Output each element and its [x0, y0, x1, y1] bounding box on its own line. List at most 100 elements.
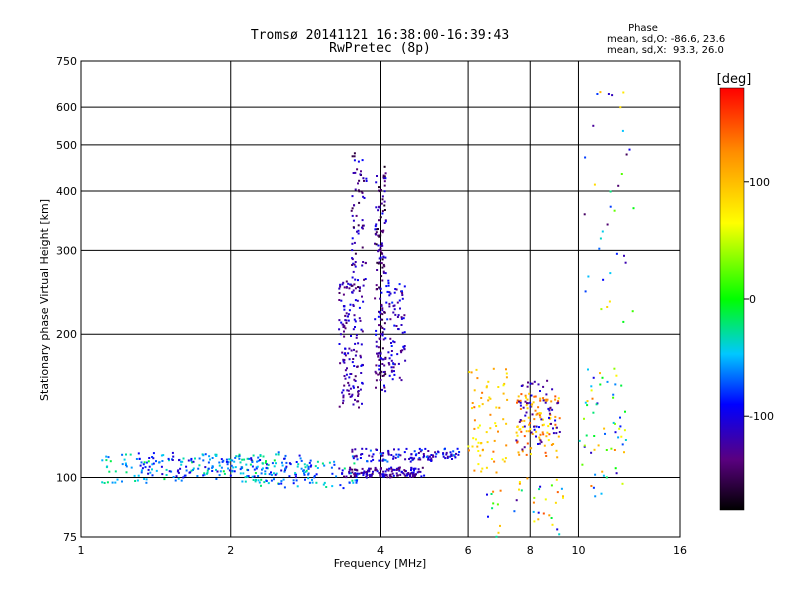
data-point — [382, 470, 385, 473]
data-point — [351, 479, 354, 482]
data-point — [380, 252, 383, 254]
data-point — [410, 471, 413, 474]
data-point — [617, 436, 620, 439]
data-point — [383, 386, 386, 389]
data-point — [548, 433, 551, 436]
data-point — [347, 352, 350, 355]
data-point — [549, 413, 552, 416]
data-point — [165, 468, 168, 471]
data-point — [413, 450, 416, 453]
data-point — [386, 290, 389, 293]
data-point — [309, 465, 312, 468]
data-point — [379, 297, 382, 300]
data-point — [584, 156, 587, 159]
data-point — [357, 386, 359, 389]
data-point — [352, 303, 355, 306]
data-point — [384, 337, 387, 340]
data-point — [400, 316, 403, 319]
data-point — [548, 416, 550, 419]
data-point — [250, 458, 253, 461]
data-point — [419, 470, 422, 473]
data-point — [390, 366, 393, 369]
data-point — [481, 467, 484, 470]
data-point — [458, 451, 461, 453]
data-point — [363, 470, 366, 473]
data-point — [590, 385, 593, 388]
data-point — [422, 456, 425, 459]
data-point — [379, 189, 382, 192]
data-point — [492, 367, 495, 370]
data-point — [377, 315, 380, 318]
data-point — [545, 399, 548, 402]
data-point — [624, 439, 627, 441]
data-point — [232, 466, 235, 469]
data-point — [182, 457, 185, 460]
data-point — [350, 349, 353, 352]
data-point — [348, 309, 351, 312]
data-point — [375, 329, 378, 332]
data-point — [353, 348, 355, 351]
data-point — [304, 471, 307, 473]
colorbar-label: [deg] — [717, 72, 752, 87]
data-point — [358, 290, 361, 292]
data-point — [230, 464, 233, 467]
data-point — [341, 472, 344, 475]
data-point — [264, 473, 267, 475]
data-point — [368, 467, 371, 470]
data-point — [445, 453, 448, 456]
data-point — [386, 476, 389, 479]
data-point — [557, 401, 560, 404]
data-point — [354, 299, 357, 302]
data-point — [556, 456, 559, 459]
data-point — [491, 507, 494, 510]
data-point — [382, 229, 385, 232]
data-point — [471, 445, 474, 448]
data-point — [609, 190, 612, 193]
data-point — [444, 457, 447, 460]
data-point — [313, 474, 316, 477]
data-point — [374, 318, 377, 321]
data-point — [555, 432, 558, 435]
data-point — [353, 241, 356, 244]
data-point — [547, 439, 550, 442]
data-point — [601, 230, 604, 233]
data-point — [280, 482, 283, 485]
data-point — [374, 469, 377, 472]
data-point — [347, 313, 350, 316]
data-point — [400, 317, 403, 320]
data-point — [354, 375, 357, 378]
data-point — [354, 474, 356, 477]
data-point — [352, 481, 355, 484]
y-tick-label: 300 — [56, 244, 77, 257]
data-point — [350, 395, 353, 398]
data-point — [520, 489, 523, 492]
data-point — [519, 404, 522, 407]
data-point — [361, 227, 364, 230]
data-point — [505, 372, 508, 375]
data-point — [355, 214, 358, 217]
data-point — [395, 472, 398, 475]
data-point — [550, 422, 552, 425]
data-point — [259, 459, 262, 461]
data-point — [599, 383, 602, 386]
data-point — [392, 455, 395, 458]
data-point — [526, 407, 529, 410]
stats-line-x: mean, sd,X: 93.3, 26.0 — [607, 45, 724, 56]
data-point — [354, 326, 356, 328]
data-point — [141, 467, 144, 470]
data-point — [160, 465, 163, 468]
data-point — [168, 470, 171, 473]
data-point — [148, 465, 151, 468]
data-point — [620, 384, 623, 387]
data-point — [389, 318, 392, 321]
data-point — [536, 412, 539, 415]
y-axis-ticks: 75 100 200 300 400 500 600 750 — [56, 55, 77, 544]
data-point — [343, 330, 345, 333]
data-point — [353, 152, 356, 155]
data-point — [365, 180, 368, 182]
data-point — [228, 469, 231, 472]
data-point — [384, 473, 387, 476]
data-point — [546, 431, 549, 434]
data-point — [342, 402, 344, 405]
data-point — [529, 447, 532, 450]
